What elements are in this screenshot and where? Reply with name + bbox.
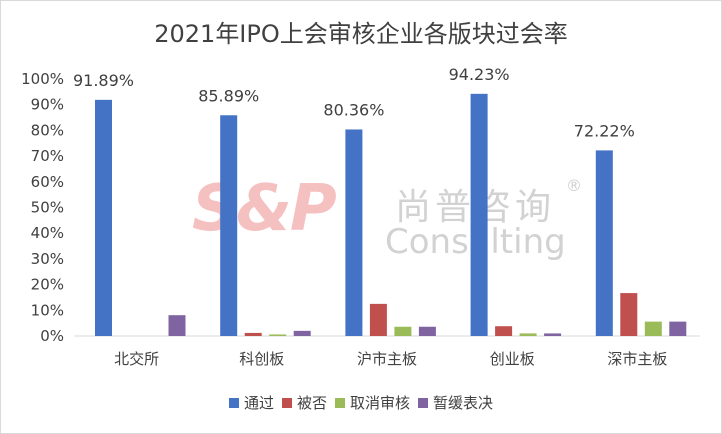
data-label: 94.23% xyxy=(449,65,510,84)
bar xyxy=(470,93,488,336)
bar xyxy=(644,321,662,336)
x-category-label: 沪市主板 xyxy=(357,350,417,368)
x-category-label: 科创板 xyxy=(239,350,284,368)
bar xyxy=(244,332,262,336)
bar xyxy=(669,321,687,336)
data-label: 80.36% xyxy=(323,100,384,119)
legend-label: 被否 xyxy=(296,394,327,412)
bar xyxy=(369,303,387,336)
bar xyxy=(168,315,186,336)
bar-series xyxy=(95,93,687,337)
data-label: 85.89% xyxy=(198,86,259,105)
y-axis-ticks: 0% 10% 20% 30% 40% 50% 60% 70% 80% 90% 100% xyxy=(21,70,64,345)
y-tick-label: 10% xyxy=(31,301,64,319)
y-tick-label: 60% xyxy=(31,173,64,191)
y-tick-label: 50% xyxy=(31,199,64,217)
x-category-label: 北交所 xyxy=(114,350,159,368)
data-label: 72.22% xyxy=(574,121,635,140)
bar xyxy=(495,326,513,336)
x-category-label: 创业板 xyxy=(490,350,535,368)
y-tick-label: 40% xyxy=(31,224,64,242)
bar xyxy=(394,326,412,336)
legend-swatch xyxy=(281,397,292,408)
watermark-logo: S&P xyxy=(192,172,337,246)
legend-item: 取消审核 xyxy=(335,392,410,413)
legend: 通过 被否 取消审核 暂缓表决 xyxy=(0,392,722,413)
bar xyxy=(95,99,112,336)
y-tick-label: 70% xyxy=(31,147,64,165)
category-labels: 北交所 科创板 沪市主板 创业板 深市主板 xyxy=(114,350,667,368)
bar xyxy=(269,334,287,336)
legend-swatch xyxy=(228,397,239,408)
y-tick-label: 80% xyxy=(31,121,64,139)
legend-item: 通过 xyxy=(228,392,274,413)
legend-label: 通过 xyxy=(243,394,274,412)
bar xyxy=(220,115,238,337)
bar xyxy=(418,326,436,336)
legend-item: 暂缓表决 xyxy=(418,392,493,413)
legend-swatch xyxy=(418,397,429,408)
bar xyxy=(345,129,363,336)
y-tick-label: 0% xyxy=(40,327,64,345)
legend-label: 暂缓表决 xyxy=(433,394,494,412)
y-tick-label: 100% xyxy=(21,70,64,88)
bar xyxy=(293,330,311,336)
data-labels: 91.89% 85.89% 80.36% 94.23% 72.22% xyxy=(73,65,635,141)
bar xyxy=(544,333,562,336)
legend-label: 取消审核 xyxy=(350,394,411,412)
y-tick-label: 30% xyxy=(31,250,64,268)
chart-title: 2021年IPO上会审核企业各版块过会率 xyxy=(154,20,568,48)
watermark-registered-mark: ® xyxy=(566,176,582,195)
x-category-label: 深市主板 xyxy=(607,350,667,368)
bar xyxy=(519,333,537,336)
legend-item: 被否 xyxy=(281,392,327,413)
legend-swatch xyxy=(335,397,345,408)
data-label: 91.89% xyxy=(73,71,134,90)
y-tick-label: 90% xyxy=(31,96,64,114)
bar xyxy=(595,150,613,336)
bar xyxy=(620,293,638,336)
y-tick-label: 20% xyxy=(31,276,64,294)
